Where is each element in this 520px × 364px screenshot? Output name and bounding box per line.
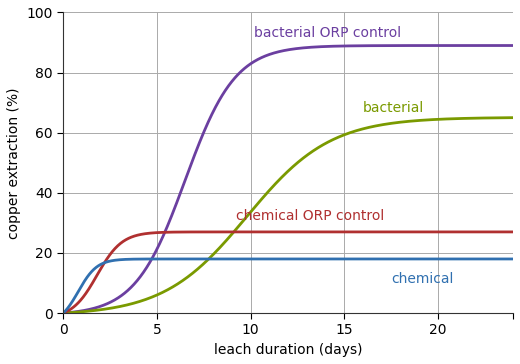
Text: bacterial ORP control: bacterial ORP control [254, 25, 401, 40]
Text: chemical ORP control: chemical ORP control [236, 209, 384, 223]
Text: chemical: chemical [391, 272, 453, 286]
X-axis label: leach duration (days): leach duration (days) [214, 343, 362, 357]
Text: bacterial: bacterial [363, 101, 424, 115]
Y-axis label: copper extraction (%): copper extraction (%) [7, 87, 21, 238]
